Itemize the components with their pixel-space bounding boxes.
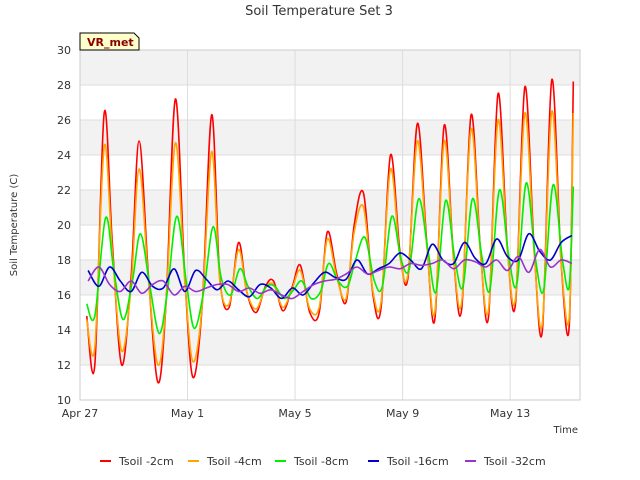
series-line-tsoil-32cm <box>87 248 573 300</box>
legend: Tsoil -2cm Tsoil -4cm Tsoil -8cm Tsoil -16c… <box>100 455 546 468</box>
series-lines <box>85 78 575 384</box>
x-tick-label: May 9 <box>386 407 419 420</box>
badge-shape <box>79 32 140 51</box>
legend-entry: Tsoil -4cm <box>206 455 262 468</box>
y-tick-label: 18 <box>57 254 71 267</box>
y-tick-label: 26 <box>57 114 71 127</box>
y-tick-label: 28 <box>57 79 71 92</box>
legend-entry: Tsoil -2cm <box>118 455 174 468</box>
y-axis-label: Soil Temperature (C) <box>9 174 20 277</box>
y-tick-label: 24 <box>57 149 71 162</box>
y-tick-label: 10 <box>57 394 71 407</box>
x-axis-label: Time <box>553 425 578 436</box>
badge-text: VR_met <box>87 36 134 49</box>
y-tick-label: 30 <box>57 44 71 57</box>
legend-entry: Tsoil -16cm <box>386 455 449 468</box>
y-tick-label: 22 <box>57 184 71 197</box>
y-tick-label: 14 <box>57 324 71 337</box>
y-tick-label: 12 <box>57 359 71 372</box>
legend-entry: Tsoil -32cm <box>483 455 546 468</box>
background-band <box>80 50 580 85</box>
background-band <box>80 260 580 295</box>
plot-frame <box>79 49 581 401</box>
x-axis-ticks: Apr 27 May 1 May 5 May 9 May 13 <box>62 407 530 420</box>
y-tick-label: 20 <box>57 219 71 232</box>
x-tick-label: May 5 <box>278 407 311 420</box>
chart-title: Soil Temperature Set 3 <box>245 4 393 19</box>
x-tick-label: May 1 <box>171 407 204 420</box>
background-band <box>80 120 580 155</box>
series-line-tsoil-8cm <box>85 182 575 335</box>
badge: VR_met <box>79 32 140 51</box>
x-tick-label: Apr 27 <box>62 407 99 420</box>
legend-entry: Tsoil -8cm <box>293 455 349 468</box>
x-tick-label: May 13 <box>490 407 530 420</box>
y-axis-ticks: 10 12 14 16 18 20 22 24 26 28 30 <box>57 44 71 407</box>
y-tick-label: 16 <box>57 289 71 302</box>
series-line-tsoil-16cm <box>87 233 573 300</box>
